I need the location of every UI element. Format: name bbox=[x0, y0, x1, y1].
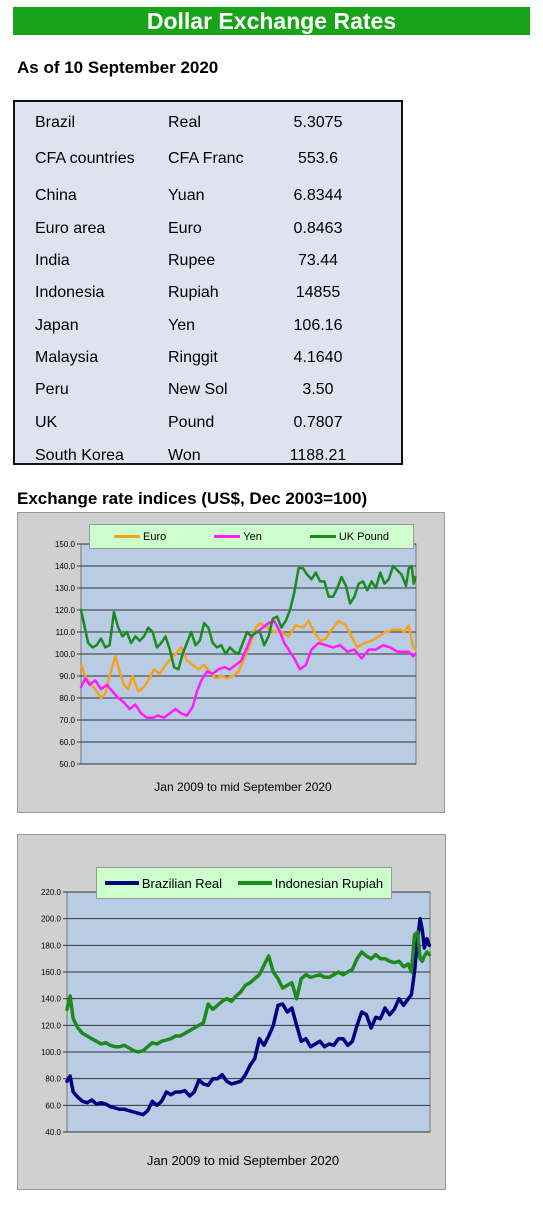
legend-swatch bbox=[104, 881, 139, 885]
series-line-indonesian-rupiah bbox=[65, 930, 432, 1054]
legend-swatch bbox=[237, 881, 272, 885]
y-tick-label: 70.0 bbox=[59, 716, 75, 725]
country-cell: India bbox=[35, 252, 70, 269]
y-tick-label: 120.0 bbox=[55, 606, 76, 615]
series-line-yen bbox=[79, 619, 417, 720]
exchange-rates-table: Brazil Real 5.3075 CFA countries CFA Franc 55… bbox=[13, 100, 403, 465]
rate-cell: 4.1640 bbox=[293, 349, 343, 366]
rate-row: Malaysia Ringgit 4.1640 bbox=[35, 342, 358, 374]
x-axis-caption-majors: Jan 2009 to mid September 2020 bbox=[154, 780, 332, 794]
y-tick-label: 140.0 bbox=[55, 562, 76, 571]
as-of-date: As of 10 September 2020 bbox=[17, 58, 219, 77]
page-title-banner: Dollar Exchange Rates bbox=[13, 7, 530, 35]
rate-cell: 14855 bbox=[295, 284, 341, 301]
rate-cell: 1188.21 bbox=[289, 446, 347, 464]
rate-row: Indonesia Rupiah 14855 bbox=[35, 277, 358, 309]
rate-cell: 5.3075 bbox=[293, 113, 343, 131]
chart-panel-majors: 50.0 60.0 70.0 80.0 90.0 100.0 110.0 120.0 130.0… bbox=[17, 512, 445, 813]
y-tick-label: 60.0 bbox=[59, 738, 75, 747]
chart-legend-real-rupiah: Brazilian Real Indonesian Rupiah bbox=[96, 867, 392, 899]
country-cell: Brazil bbox=[35, 113, 76, 131]
y-tick-label: 60.0 bbox=[45, 1101, 61, 1110]
y-tick-label: 220.0 bbox=[41, 888, 62, 897]
country-cell: Euro area bbox=[35, 219, 106, 237]
real-rupiah-index-chart: 40.0 60.0 80.0 100.0 120.0 140.0 160.0 180.0 200… bbox=[41, 888, 432, 1137]
y-tick-label: 140.0 bbox=[41, 995, 62, 1004]
currency-cell: Ringgit bbox=[168, 349, 218, 366]
currency-cell: CFA Franc bbox=[168, 150, 244, 167]
rate-row: China Yuan 6.8344 bbox=[35, 179, 358, 212]
currency-cell: Rupiah bbox=[168, 284, 219, 301]
series-line-uk-pound bbox=[79, 564, 417, 671]
rate-row: South Korea Won 1188.21 bbox=[35, 439, 358, 472]
y-tick-label: 40.0 bbox=[45, 1128, 61, 1137]
rate-row: India Rupee 73.44 bbox=[35, 245, 358, 277]
rate-row: CFA countries CFA Franc 553.6 bbox=[35, 139, 358, 179]
y-tick-label: 100.0 bbox=[41, 1048, 62, 1057]
y-tick-label: 110.0 bbox=[56, 628, 76, 637]
series-line-brazilian-real bbox=[65, 916, 432, 1117]
rate-row: Japan Yen 106.16 bbox=[35, 309, 358, 342]
country-cell: Indonesia bbox=[35, 284, 105, 301]
y-tick-label: 130.0 bbox=[55, 584, 76, 593]
legend-item: Indonesian Rupiah bbox=[237, 875, 384, 891]
majors-index-chart: 50.0 60.0 70.0 80.0 90.0 100.0 110.0 120.0 130.0… bbox=[55, 540, 417, 769]
currency-cell: Yen bbox=[168, 316, 195, 334]
currency-cell: Yuan bbox=[168, 186, 205, 204]
legend-item: UK Pound bbox=[309, 530, 389, 543]
indices-heading: Exchange rate indices (US$, Dec 2003=100… bbox=[17, 489, 368, 508]
y-tick-label: 180.0 bbox=[41, 941, 62, 950]
y-tick-label: 80.0 bbox=[59, 694, 75, 703]
legend-label: Indonesian Rupiah bbox=[274, 875, 384, 891]
legend-swatch bbox=[309, 535, 336, 538]
legend-label: Brazilian Real bbox=[141, 875, 223, 891]
rate-cell: 553.6 bbox=[297, 150, 339, 167]
series-line-euro bbox=[79, 619, 417, 700]
rate-cell: 0.8463 bbox=[293, 219, 343, 237]
legend-item: Brazilian Real bbox=[104, 875, 223, 891]
y-tick-label: 80.0 bbox=[45, 1075, 61, 1084]
rate-cell: 6.8344 bbox=[293, 186, 343, 204]
legend-item: Yen bbox=[214, 531, 262, 543]
rate-cell: 106.16 bbox=[293, 316, 343, 334]
chart-legend-majors: Euro Yen UK Pound bbox=[89, 524, 414, 549]
currency-cell: New Sol bbox=[168, 381, 228, 398]
legend-swatch bbox=[214, 535, 241, 538]
country-cell: Malaysia bbox=[35, 349, 99, 366]
currency-cell: Euro bbox=[168, 219, 202, 237]
country-cell: CFA countries bbox=[35, 150, 135, 167]
rate-cell: 73.44 bbox=[297, 252, 339, 269]
legend-swatch bbox=[114, 535, 140, 538]
currency-cell: Pound bbox=[168, 413, 215, 431]
y-tick-label: 50.0 bbox=[59, 760, 75, 769]
legend-label: Euro bbox=[143, 530, 167, 543]
rate-row: Brazil Real 5.3075 bbox=[35, 106, 358, 139]
y-tick-label: 120.0 bbox=[41, 1021, 62, 1030]
legend-label: UK Pound bbox=[338, 530, 389, 543]
chart-panel-real-rupiah: 40.0 60.0 80.0 100.0 120.0 140.0 160.0 180.0 200… bbox=[17, 834, 446, 1190]
y-tick-label: 200.0 bbox=[41, 915, 62, 924]
currency-cell: Real bbox=[168, 113, 201, 131]
plot-area bbox=[66, 891, 431, 1133]
country-cell: South Korea bbox=[35, 446, 124, 464]
rate-cell: 3.50 bbox=[302, 381, 334, 398]
country-cell: UK bbox=[35, 413, 58, 431]
rate-cell: 0.7807 bbox=[293, 413, 343, 431]
rate-row: Peru New Sol 3.50 bbox=[35, 374, 358, 406]
currency-cell: Rupee bbox=[168, 252, 216, 269]
x-axis-caption-real-rupiah: Jan 2009 to mid September 2020 bbox=[146, 1153, 340, 1168]
country-cell: Japan bbox=[35, 316, 79, 334]
page-title: Dollar Exchange Rates bbox=[146, 8, 397, 34]
country-cell: Peru bbox=[35, 381, 69, 398]
legend-item: Euro bbox=[114, 531, 166, 543]
y-tick-label: 100.0 bbox=[55, 650, 76, 659]
legend-label: Yen bbox=[243, 530, 262, 543]
country-cell: China bbox=[35, 186, 77, 204]
y-tick-label: 160.0 bbox=[41, 968, 62, 977]
rate-row: Euro area Euro 0.8463 bbox=[35, 212, 358, 245]
y-tick-label: 150.0 bbox=[55, 540, 76, 549]
rate-row: UK Pound 0.7807 bbox=[35, 406, 358, 439]
currency-cell: Won bbox=[168, 446, 201, 464]
y-tick-label: 90.0 bbox=[59, 672, 75, 681]
